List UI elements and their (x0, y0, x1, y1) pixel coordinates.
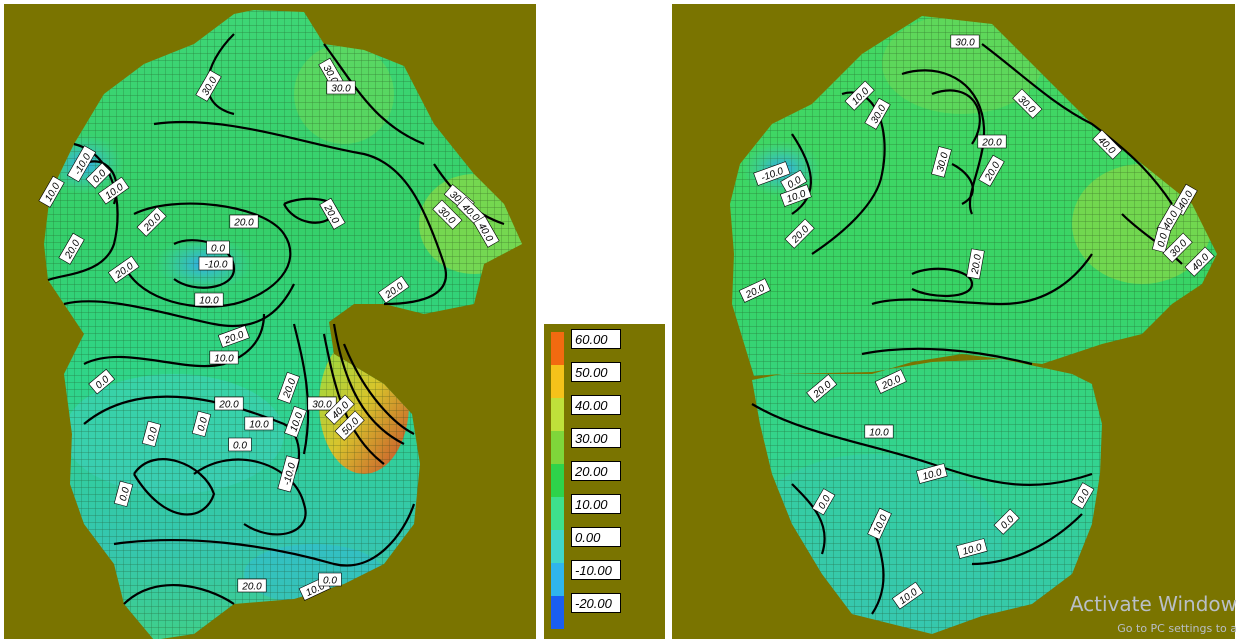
svg-text:10.0: 10.0 (961, 542, 983, 558)
right-map-label-layer: 30.010.030.0 30.020.0 40.0-10.0 0.010.020.0… (738, 34, 1215, 610)
svg-text:30.0: 30.0 (935, 151, 951, 173)
contour-label: 20.0 (214, 396, 244, 411)
right-map-canvas: 30.010.030.0 30.020.0 40.0-10.0 0.010.020.0… (730, 16, 1217, 634)
legend-swatch (551, 431, 564, 464)
svg-text:0.0: 0.0 (118, 486, 132, 503)
svg-text:0.0: 0.0 (1156, 232, 1170, 249)
svg-text:10.0: 10.0 (199, 296, 219, 307)
legend-label-30: 30.00 (571, 428, 621, 448)
svg-text:0.0: 0.0 (146, 426, 160, 443)
contour-label: 20.0 (229, 214, 259, 229)
contour-label: 0.0 (206, 240, 230, 255)
svg-text:10.0: 10.0 (921, 467, 943, 483)
svg-text:20.0: 20.0 (233, 218, 254, 229)
svg-text:30.0: 30.0 (955, 38, 975, 49)
left-map-canvas: 10.030.030.030.0-10.00.010.020.020.020.0… (38, 10, 522, 639)
contour-label: 30.0 (950, 34, 980, 49)
contour-label: 10.0 (864, 424, 894, 439)
contour-label: 10.0 (956, 538, 988, 559)
contour-label: 10.0 (194, 292, 224, 307)
contour-label: 0.0 (1151, 226, 1172, 253)
contour-label: 20.0 (977, 134, 1007, 149)
legend-swatch (551, 563, 564, 596)
contour-label: 0.0 (228, 437, 252, 452)
legend-label-0: 0.00 (571, 527, 621, 547)
contour-label: 0.0 (191, 410, 212, 437)
contour-label: 0.0 (141, 420, 162, 447)
legend-swatch (551, 464, 564, 497)
contour-label: 10.0 (916, 463, 948, 484)
svg-text:0.0: 0.0 (196, 416, 210, 433)
legend-swatch (551, 497, 564, 530)
left-map-surface (44, 10, 522, 639)
legend-label-neg10: -10.00 (571, 560, 621, 580)
left-contour-lines (47, 33, 505, 605)
legend-swatch (551, 530, 564, 563)
windows-activation-watermark-title: Activate Window (1069, 592, 1237, 616)
contour-label: 20.0 (237, 578, 267, 593)
right-contour-map: 30.0 10.0 30.0 30.0 20.0 40.0 -10.0 0.0 10.0 20.0… (672, 4, 1235, 639)
contour-label: 0.0 (113, 480, 134, 507)
legend-swatch (551, 398, 564, 431)
contour-label: 30.0 (931, 146, 952, 178)
svg-text:20.0: 20.0 (218, 400, 239, 411)
svg-text:30.0: 30.0 (312, 400, 332, 411)
svg-text:-10.0: -10.0 (205, 260, 228, 271)
svg-text:20.0: 20.0 (970, 253, 984, 275)
contour-label: 0.0 (318, 572, 342, 587)
legend-label-20: 20.00 (571, 461, 621, 481)
svg-text:20.0: 20.0 (981, 138, 1002, 149)
windows-activation-watermark-subtitle: Go to PC settings to a (1117, 622, 1237, 635)
contour-label: 30.0 (326, 80, 356, 95)
legend-label-60: 60.00 (571, 329, 621, 349)
svg-text:0.0: 0.0 (211, 244, 225, 255)
contour-label: 40.0 (1184, 246, 1215, 277)
svg-text:0.0: 0.0 (233, 441, 247, 452)
legend-label-10: 10.00 (571, 494, 621, 514)
legend-swatch (551, 332, 564, 365)
contour-label: 20.0 (966, 248, 985, 280)
svg-text:30.0: 30.0 (331, 84, 351, 95)
right-map-surface (730, 16, 1217, 634)
svg-text:20.0: 20.0 (241, 582, 262, 593)
svg-text:0.0: 0.0 (323, 576, 337, 587)
contour-label: 10.0 (209, 350, 239, 365)
svg-text:10.0: 10.0 (249, 420, 269, 431)
left-contour-map: 10.0 30.0 30.0 30.0 -10.0 0.0 10.0 20.0 20.0 20.0… (4, 4, 536, 639)
legend-label-neg20: -20.00 (571, 593, 621, 613)
contour-label: -10.0 (198, 256, 234, 271)
svg-text:10.0: 10.0 (214, 354, 234, 365)
legend-swatch (551, 596, 564, 629)
color-scale-legend: 60.00 50.00 40.00 30.00 20.00 10.00 0.00… (544, 324, 665, 639)
contour-label: 10.0 (244, 416, 274, 431)
legend-label-50: 50.00 (571, 362, 621, 382)
legend-label-40: 40.00 (571, 395, 621, 415)
legend-swatch (551, 365, 564, 398)
svg-text:10.0: 10.0 (869, 428, 889, 439)
